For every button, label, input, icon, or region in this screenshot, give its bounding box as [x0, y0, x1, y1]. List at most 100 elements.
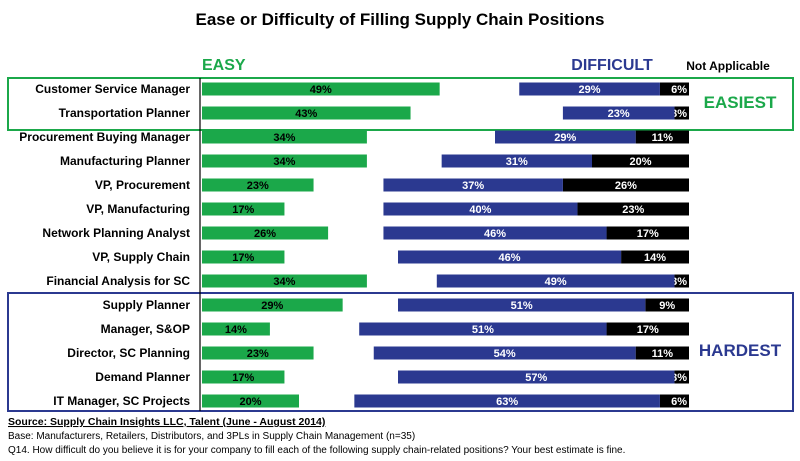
difficult-bar: [383, 226, 607, 240]
difficult-value-label: 23%: [608, 108, 630, 120]
difficult-value-label: 37%: [462, 180, 484, 192]
difficult-bar: [373, 346, 636, 360]
not-applicable-bar: [577, 202, 689, 216]
difficult-value-label: 46%: [484, 228, 506, 240]
not-applicable-value-label: 3%: [671, 108, 687, 120]
easy-value-label: 23%: [247, 180, 269, 192]
easy-value-label: 34%: [273, 276, 295, 288]
category-label: Manager, S&OP: [101, 322, 190, 336]
question-note: Q14. How difficult do you believe it is …: [8, 445, 625, 456]
easy-bar: [202, 394, 299, 408]
difficult-value-label: 29%: [579, 84, 601, 96]
difficult-value-label: 49%: [545, 276, 567, 288]
not-applicable-value-label: 20%: [629, 156, 651, 168]
not-applicable-bar: [674, 106, 689, 120]
easy-bar: [202, 82, 440, 96]
easy-value-label: 20%: [239, 396, 261, 408]
chart-title: Ease or Difficulty of Filling Supply Cha…: [196, 10, 605, 29]
easiest-group-box: [7, 77, 794, 131]
not-applicable-bar: [674, 274, 689, 288]
easy-value-label: 49%: [310, 84, 332, 96]
difficult-value-label: 51%: [511, 300, 533, 312]
easy-value-label: 17%: [232, 372, 254, 384]
easy-bar: [202, 250, 285, 264]
not-applicable-value-label: 11%: [652, 348, 674, 360]
not-applicable-bar: [674, 370, 689, 384]
not-applicable-value-label: 17%: [637, 228, 659, 240]
easy-header: EASY: [202, 57, 246, 74]
easy-value-label: 17%: [232, 252, 254, 264]
easy-value-label: 14%: [225, 324, 247, 336]
base-note: Base: Manufacturers, Retailers, Distribu…: [8, 431, 415, 442]
not-applicable-value-label: 17%: [637, 324, 659, 336]
easy-bar: [202, 274, 367, 288]
easy-bar: [202, 154, 367, 168]
not-applicable-bar: [635, 346, 689, 360]
category-label: Transportation Planner: [59, 106, 191, 120]
easy-value-label: 23%: [247, 348, 269, 360]
easy-bar: [202, 178, 314, 192]
difficult-bar: [441, 154, 592, 168]
easy-value-label: 34%: [273, 132, 295, 144]
category-label: Network Planning Analyst: [42, 226, 190, 240]
not-applicable-bar: [606, 322, 689, 336]
difficult-value-label: 57%: [525, 372, 547, 384]
difficult-bar: [354, 394, 660, 408]
difficult-value-label: 54%: [494, 348, 516, 360]
not-applicable-value-label: 6%: [671, 84, 687, 96]
easy-value-label: 26%: [254, 228, 276, 240]
chart-rows: Customer Service Manager 49% 6% 29% Transpor…: [19, 82, 689, 408]
difficult-bar: [398, 298, 646, 312]
not-applicable-bar: [621, 250, 689, 264]
easy-bar: [202, 106, 411, 120]
not-applicable-value-label: 14%: [644, 252, 666, 264]
not-applicable-bar: [635, 130, 689, 144]
difficult-value-label: 31%: [506, 156, 528, 168]
difficult-value-label: 40%: [469, 204, 491, 216]
category-label: Manufacturing Planner: [60, 154, 190, 168]
easy-bar: [202, 130, 367, 144]
easy-value-label: 29%: [261, 300, 283, 312]
not-applicable-value-label: 6%: [671, 396, 687, 408]
source-note: Source: Supply Chain Insights LLC, Talen…: [8, 416, 325, 428]
not-applicable-bar: [562, 178, 689, 192]
easy-bar: [202, 202, 285, 216]
difficult-bar: [398, 250, 622, 264]
difficult-value-label: 51%: [472, 324, 494, 336]
category-label: VP, Manufacturing: [86, 202, 190, 216]
category-label: Procurement Buying Manager: [19, 130, 190, 144]
not-applicable-value-label: 3%: [671, 372, 687, 384]
difficult-header: DIFFICULT: [571, 57, 653, 74]
difficult-bar: [495, 130, 636, 144]
difficult-bar: [562, 106, 675, 120]
category-label: VP, Procurement: [95, 178, 190, 192]
not-applicable-bar: [659, 82, 689, 96]
not-applicable-value-label: 11%: [652, 132, 674, 144]
not-applicable-value-label: 26%: [615, 180, 637, 192]
hardest-label: HARDEST: [699, 341, 782, 360]
difficult-bar: [436, 274, 675, 288]
easy-bar: [202, 346, 314, 360]
not-applicable-header: Not Applicable: [686, 59, 770, 73]
category-label: Demand Planner: [95, 370, 190, 384]
category-label: Supply Planner: [103, 298, 191, 312]
easy-bar: [202, 298, 343, 312]
not-applicable-value-label: 3%: [671, 276, 687, 288]
difficult-bar: [383, 202, 578, 216]
difficult-value-label: 63%: [496, 396, 518, 408]
category-label: Customer Service Manager: [35, 82, 190, 96]
easy-bar: [202, 370, 285, 384]
easy-bar: [202, 322, 270, 336]
hardest-group-box: [7, 292, 794, 412]
not-applicable-value-label: 23%: [622, 204, 644, 216]
difficult-bar: [383, 178, 563, 192]
category-label: Director, SC Planning: [67, 346, 190, 360]
easy-value-label: 43%: [295, 108, 317, 120]
difficult-bar: [359, 322, 607, 336]
easy-value-label: 17%: [232, 204, 254, 216]
category-label: VP, Supply Chain: [92, 250, 190, 264]
category-label: IT Manager, SC Projects: [53, 394, 190, 408]
difficult-bar: [519, 82, 660, 96]
easy-value-label: 34%: [273, 156, 295, 168]
